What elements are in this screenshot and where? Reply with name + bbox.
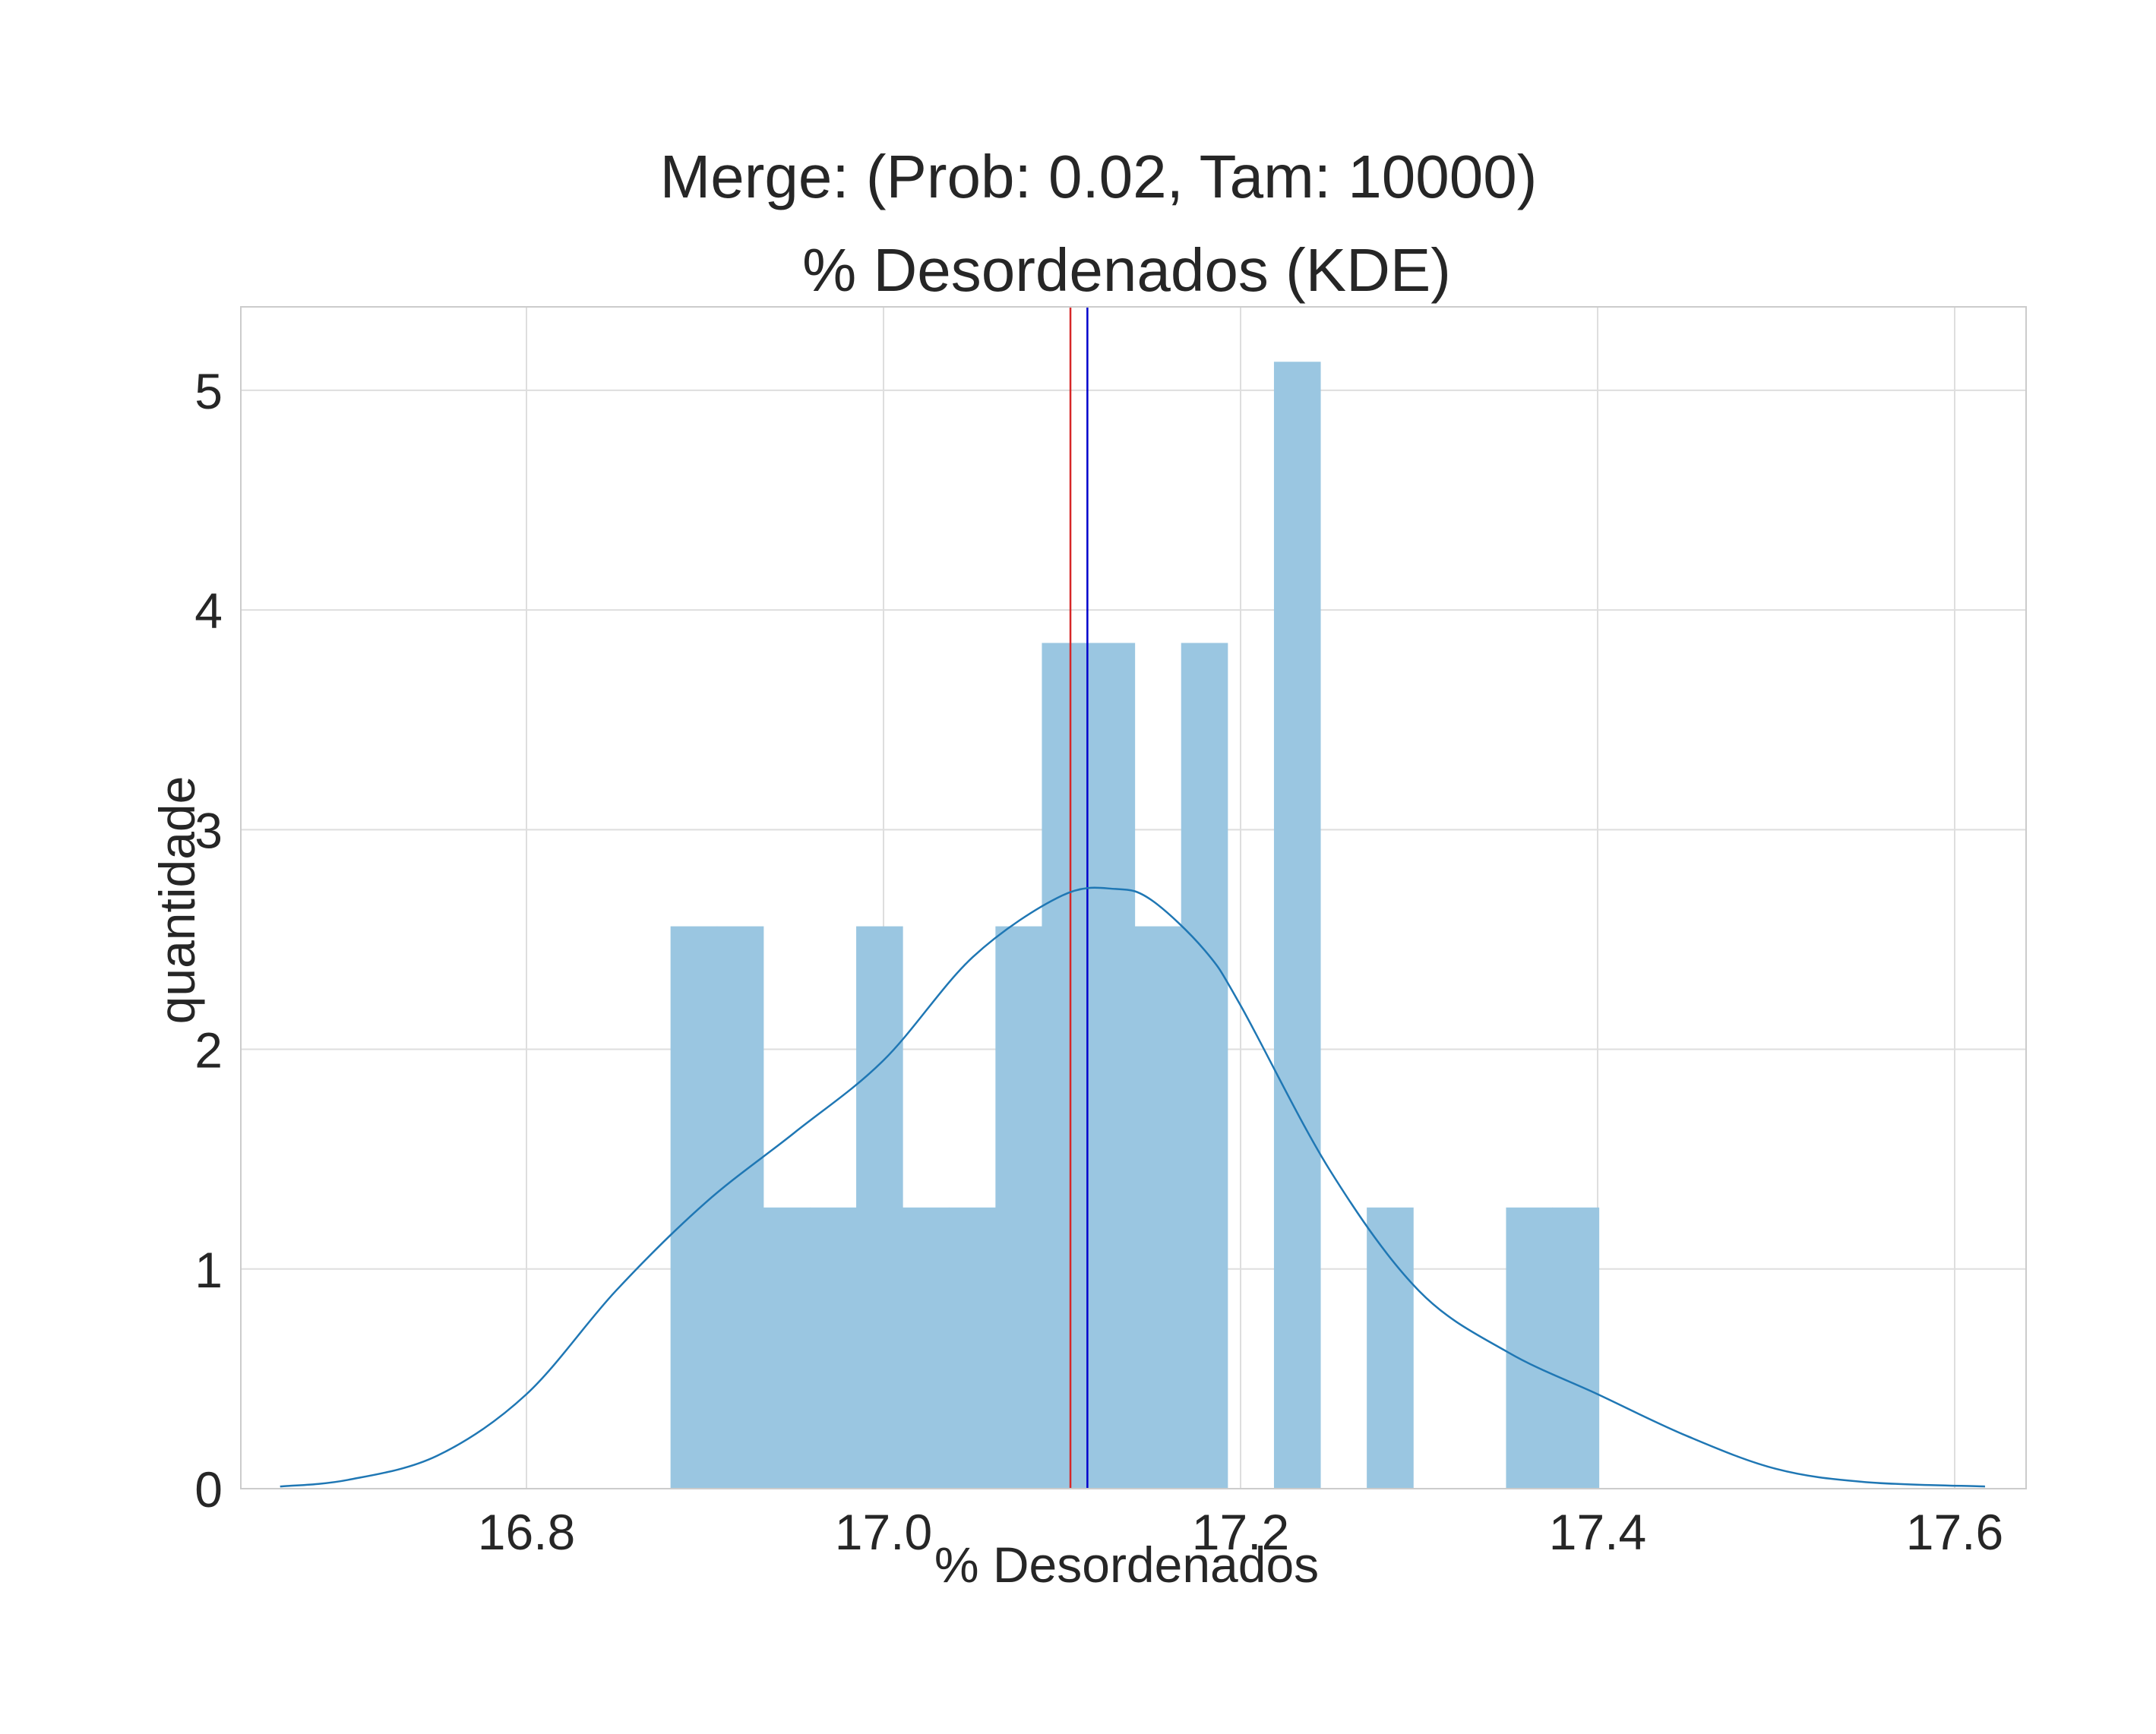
histogram-bar — [763, 1207, 811, 1489]
chart-title: Merge: (Prob: 0.02, Tam: 10000) — [660, 143, 1538, 210]
x-tick-label: 17.0 — [835, 1504, 932, 1560]
y-tick-label: 2 — [194, 1022, 223, 1079]
histogram-bar — [949, 1207, 996, 1489]
y-tick-label: 0 — [194, 1461, 223, 1518]
histogram-bar — [1134, 926, 1182, 1489]
histogram-bar — [1088, 643, 1136, 1489]
x-tick-label: 17.6 — [1906, 1504, 2003, 1560]
grid-layer — [241, 307, 2026, 1489]
histogram-bar — [903, 1207, 950, 1489]
histogram-bar — [1042, 643, 1089, 1489]
histogram-bar — [1367, 1207, 1414, 1489]
y-tick-label: 4 — [194, 583, 223, 639]
x-tick-label: 17.2 — [1192, 1504, 1289, 1560]
histogram-bar — [1273, 362, 1321, 1489]
y-tick-label: 3 — [194, 802, 223, 858]
histogram-bar — [856, 926, 903, 1489]
histogram-bar — [670, 926, 718, 1489]
histogram-bar — [1552, 1207, 1600, 1489]
x-tick-label: 17.4 — [1549, 1504, 1646, 1560]
tick-labels: 16.8 17.0 17.2 17.4 17.6 0 1 2 3 4 5 — [194, 363, 2003, 1560]
y-tick-label: 5 — [194, 363, 223, 419]
histogram-bar — [809, 1207, 857, 1489]
reference-lines — [1069, 307, 1089, 1489]
x-tick-label: 16.8 — [478, 1504, 575, 1560]
histogram-bar — [1506, 1207, 1554, 1489]
x-axis-label: % Desordenados — [934, 1537, 1319, 1593]
kde-layer — [280, 886, 1985, 1488]
histogram-bars — [670, 362, 1600, 1489]
histogram-bar — [995, 926, 1042, 1489]
chart-subtitle: % Desordenados (KDE) — [802, 236, 1451, 304]
y-tick-label: 1 — [194, 1242, 223, 1298]
histogram-bar — [1181, 643, 1228, 1489]
histogram-bar — [716, 926, 764, 1489]
plot-frame — [240, 306, 2027, 1489]
kde-curve — [280, 886, 1985, 1488]
y-axis-label: quantidade — [149, 776, 205, 1025]
